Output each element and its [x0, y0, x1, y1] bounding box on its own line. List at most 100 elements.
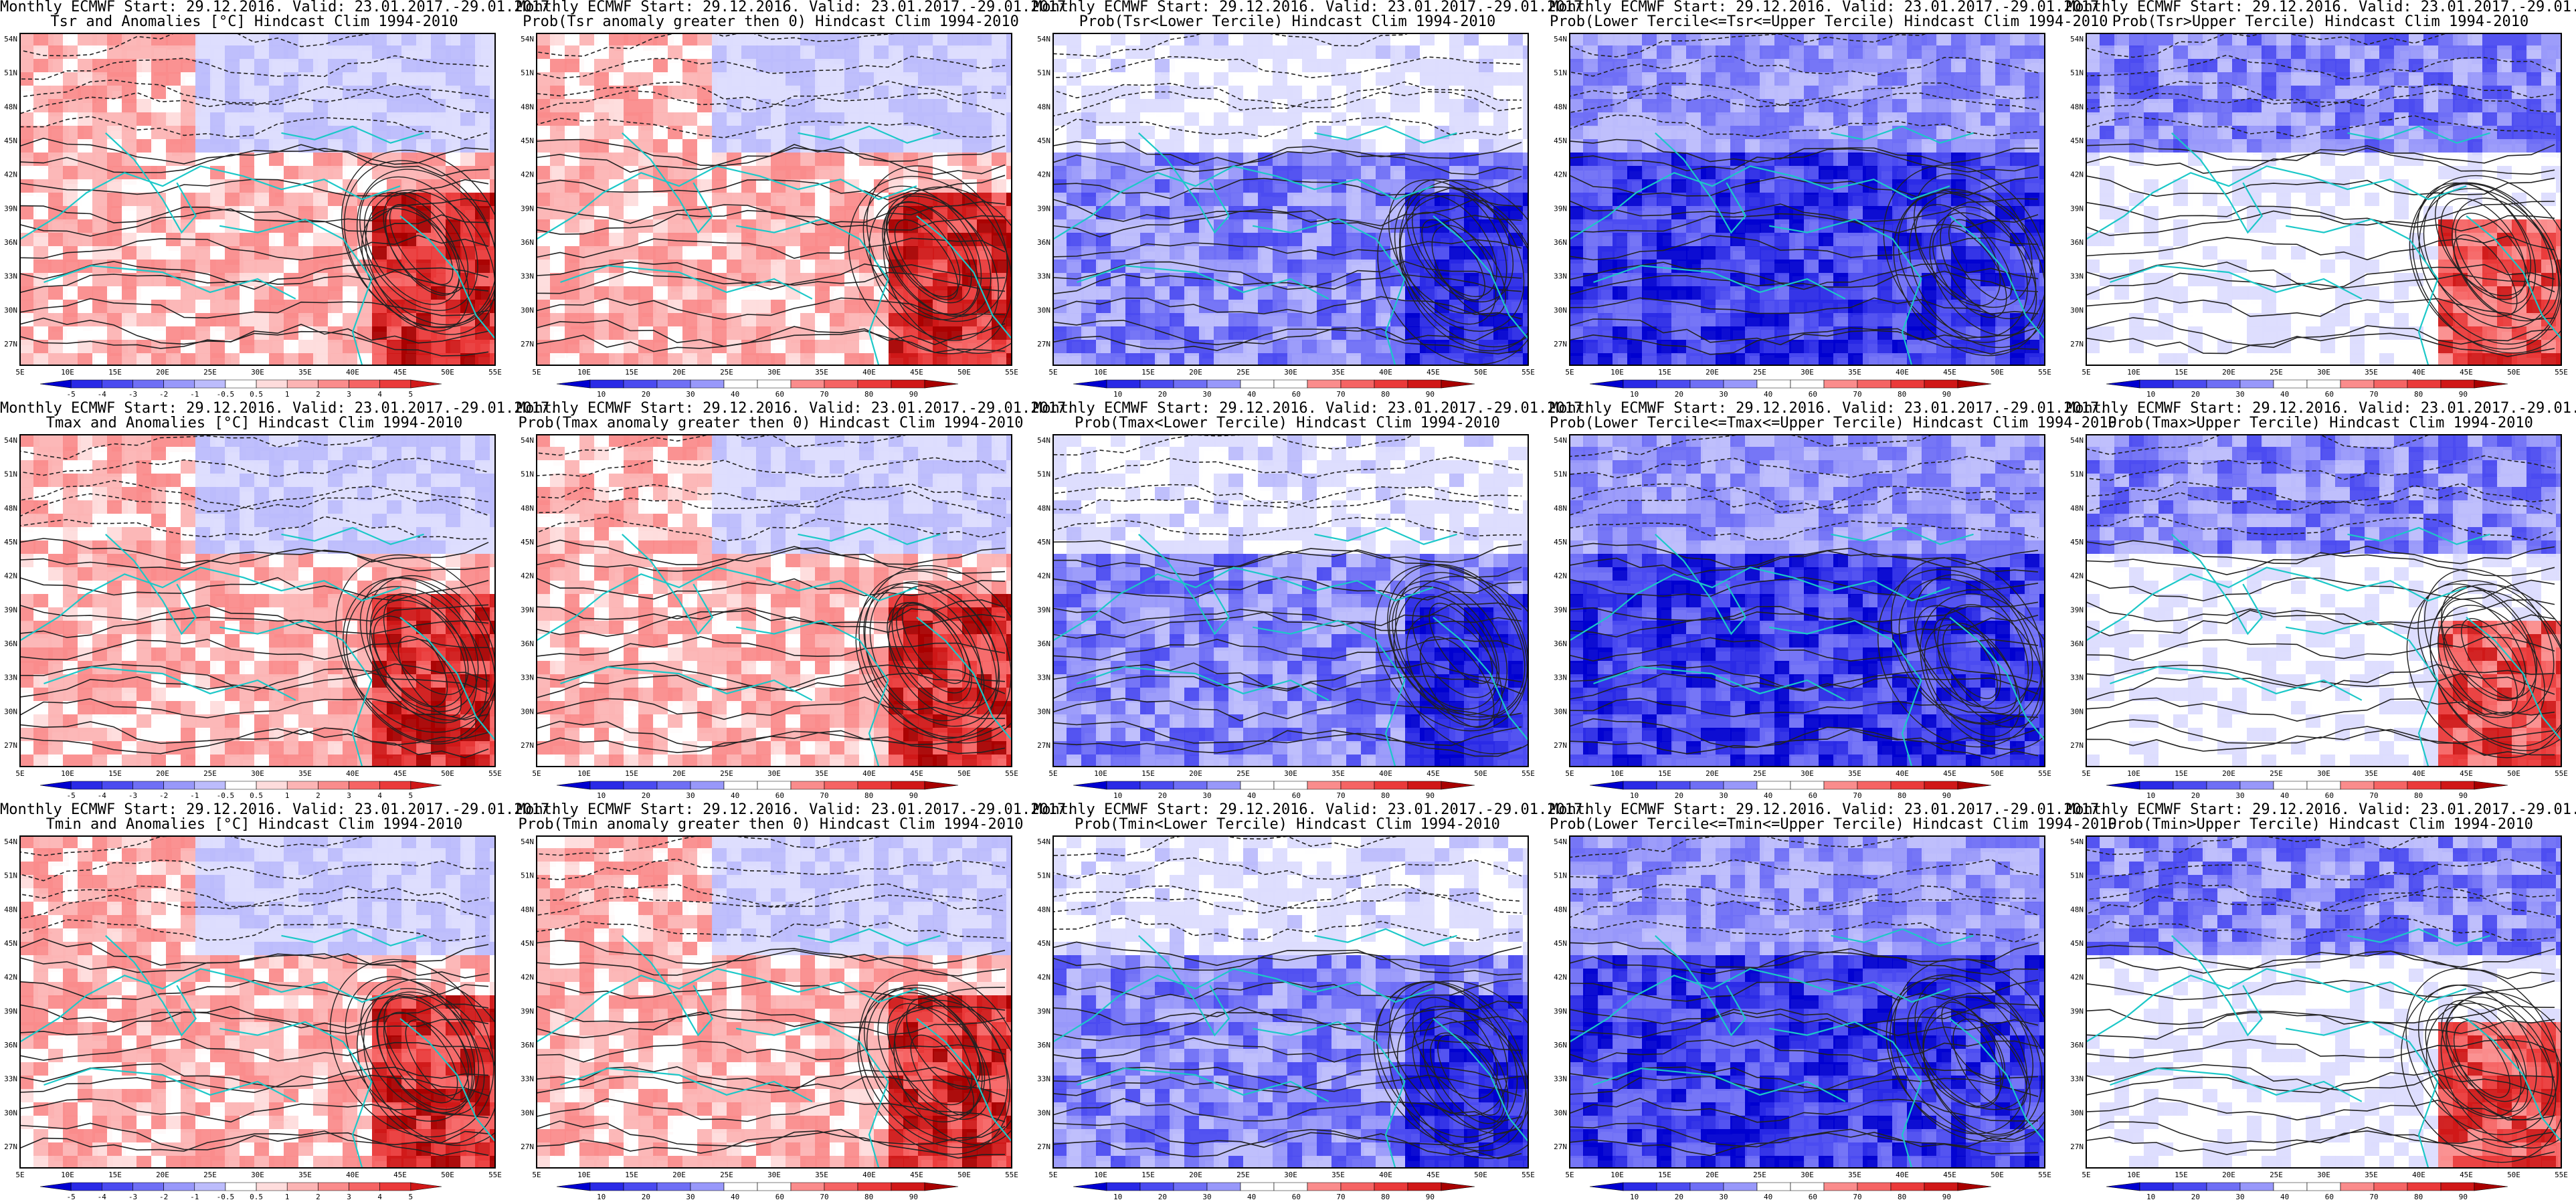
shaded-cell — [1006, 126, 1012, 142]
shaded-cell — [653, 246, 668, 260]
shaded-cell — [357, 179, 377, 195]
shaded-cell — [1184, 340, 1199, 356]
shaded-cell — [1243, 353, 1263, 365]
shaded-cell — [1228, 72, 1246, 88]
shaded-cell — [1863, 153, 1879, 167]
shaded-cell — [33, 554, 49, 570]
shaded-cell — [1716, 233, 1732, 248]
shaded-cell — [225, 487, 241, 501]
shaded-cell — [2173, 246, 2189, 261]
shaded-cell — [2320, 45, 2337, 61]
shaded-cell — [712, 99, 729, 113]
shaded-cell — [63, 193, 82, 207]
longitude-label: 5E — [532, 368, 541, 377]
shaded-cell — [2129, 179, 2148, 193]
longitude-label: 35E — [298, 368, 312, 377]
shaded-cell — [2335, 206, 2351, 221]
terrain-contour — [1883, 164, 2045, 343]
colorbar: 10 20 30 40 60 70 80 90 — [556, 379, 959, 399]
shaded-cell — [1081, 59, 1099, 73]
shaded-cell — [830, 206, 846, 220]
shaded-cell — [313, 153, 331, 168]
shaded-cell — [2276, 86, 2291, 100]
shaded-cell — [1892, 112, 1910, 128]
colorbar-tick-label: 60 — [2325, 390, 2334, 399]
shaded-cell — [1006, 246, 1012, 264]
shaded-cell — [2173, 45, 2191, 60]
shaded-cell — [2291, 33, 2308, 47]
shaded-cell — [1774, 179, 1794, 194]
latitude-label: 45N — [1037, 136, 1050, 145]
shaded-cell — [20, 45, 34, 60]
shaded-cell — [2379, 72, 2397, 88]
shaded-cell — [195, 340, 211, 354]
shaded-cell — [446, 166, 461, 183]
latitude-label: 48N — [1037, 102, 1050, 111]
colorbar-segment — [1106, 379, 1141, 389]
shaded-cell — [1125, 126, 1145, 140]
isotherm-contour — [537, 201, 1006, 235]
latitude-label: 54N — [1554, 35, 1567, 43]
shaded-cell — [1273, 33, 1288, 47]
shaded-cell — [2158, 112, 2177, 127]
shaded-cell — [33, 139, 52, 153]
longitude-label: 50E — [957, 368, 971, 377]
shaded-cell — [225, 353, 241, 365]
shaded-cell — [2217, 340, 2235, 355]
shaded-cell — [1405, 59, 1420, 76]
colorbar-segment — [225, 379, 257, 389]
shaded-cell — [2158, 353, 2177, 365]
shaded-cell — [33, 126, 52, 141]
shaded-cell — [372, 353, 388, 365]
terrain-contour — [361, 207, 469, 332]
shaded-cell — [1199, 286, 1214, 300]
shaded-cell — [2188, 260, 2206, 275]
shaded-cell — [2173, 112, 2189, 127]
shaded-cell — [2394, 340, 2413, 354]
shaded-cell — [313, 139, 330, 155]
shaded-cell — [2010, 86, 2025, 101]
latitude-label: 42N — [521, 171, 534, 179]
shaded-cell — [1701, 153, 1716, 168]
shaded-cell — [1361, 193, 1376, 210]
shaded-cell — [800, 166, 819, 181]
shaded-cell — [2086, 139, 2100, 155]
shaded-cell — [727, 59, 743, 73]
shaded-cell — [1995, 33, 2013, 47]
shaded-cell — [1936, 99, 1954, 114]
shaded-cell — [1657, 193, 1673, 208]
colorbar-segment — [1857, 379, 1892, 389]
shaded-cell — [284, 233, 302, 247]
shaded-cell — [1730, 260, 1749, 274]
panel-title-line1: Monthly ECMWF Start: 29.12.2016. Valid: … — [1550, 0, 2108, 15]
shaded-cell — [2217, 246, 2234, 261]
shaded-cell — [2409, 86, 2428, 100]
shaded-cell — [771, 72, 786, 87]
map-frame — [1569, 33, 2045, 366]
shaded-cell — [741, 326, 758, 341]
shaded-cell — [2114, 353, 2129, 365]
shaded-cell — [1111, 153, 1129, 168]
colorbar-tick-label: 40 — [731, 390, 739, 399]
shaded-cell — [460, 474, 476, 488]
shaded-cell — [2379, 86, 2395, 100]
shaded-cell — [697, 300, 717, 314]
shaded-cell — [210, 72, 225, 86]
shaded-cell — [2114, 45, 2129, 60]
shaded-cell — [609, 112, 625, 128]
shaded-cell — [2086, 300, 2103, 314]
shaded-cell — [1642, 126, 1658, 140]
shaded-cell — [1848, 72, 1867, 86]
shaded-cell — [2468, 300, 2484, 315]
shaded-cell — [830, 260, 848, 275]
shaded-cell — [254, 206, 269, 221]
shaded-cell — [712, 353, 728, 365]
shaded-cell — [1214, 33, 1231, 48]
shaded-cell — [1081, 260, 1098, 274]
terrain-contour — [1394, 186, 1525, 332]
colorbar-segment — [1756, 379, 1791, 389]
shaded-cell — [2188, 139, 2205, 153]
colorbar-tick-label: -5 — [67, 390, 76, 399]
shaded-cell — [78, 435, 94, 447]
